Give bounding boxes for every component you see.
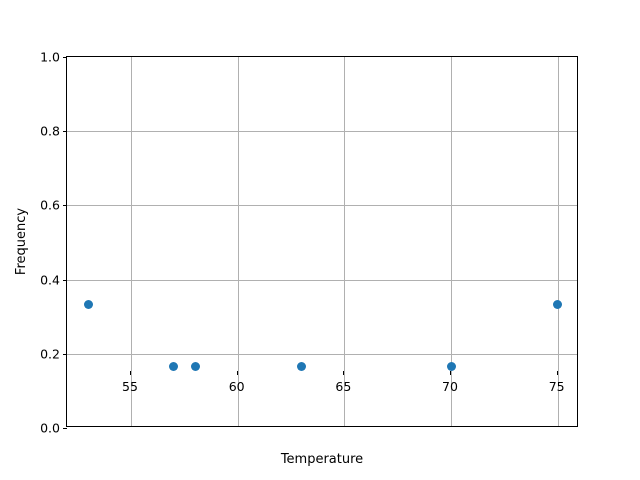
y-tick-mark: [63, 131, 67, 133]
y-tick-mark: [63, 353, 67, 355]
gridline-vertical: [557, 57, 559, 426]
y-tick-label: 0.2: [40, 346, 60, 362]
y-tick-label: 0.6: [40, 197, 60, 213]
y-axis-label-text: Frequency: [14, 207, 30, 276]
gridline-vertical: [131, 57, 132, 426]
data-point: [83, 299, 93, 309]
data-point: [553, 299, 563, 309]
gridline-horizontal: [67, 205, 577, 207]
y-tick-mark: [63, 205, 67, 207]
x-tick-mark: [343, 371, 345, 375]
y-tick-label: 1.0: [40, 49, 60, 65]
gridline-vertical: [344, 57, 346, 426]
gridline-horizontal: [67, 131, 577, 133]
x-tick-mark: [236, 371, 238, 375]
data-point: [190, 361, 200, 371]
y-tick-label: 0.4: [40, 272, 60, 288]
x-tick-label: 55: [122, 379, 138, 394]
data-point: [446, 361, 456, 371]
x-tick-mark: [450, 371, 451, 375]
y-tick-mark: [63, 279, 67, 281]
gridline-horizontal: [67, 279, 577, 281]
gridline-vertical: [451, 57, 452, 426]
x-tick-label: 70: [442, 379, 458, 394]
gridline-horizontal: [67, 353, 577, 355]
x-tick-mark: [556, 371, 558, 375]
x-axis-label: Temperature: [280, 452, 364, 467]
gridline-vertical: [237, 57, 239, 426]
y-tick-label: 0.8: [40, 123, 60, 139]
data-point: [169, 361, 179, 371]
y-tick-mark: [63, 428, 67, 429]
data-point: [297, 361, 307, 371]
plot-area: 0.0 0.2 0.4 0.6 0.8 1.0: [40, 50, 578, 436]
x-tick-label: 60: [228, 379, 245, 394]
x-tick-mark: [130, 371, 131, 375]
y-tick-label: 0.0: [40, 420, 60, 436]
y-tick-mark: [63, 57, 67, 58]
x-tick-label: 65: [335, 379, 352, 394]
y-axis-label: Frequency: [14, 56, 30, 427]
x-tick-label: 75: [548, 379, 565, 394]
